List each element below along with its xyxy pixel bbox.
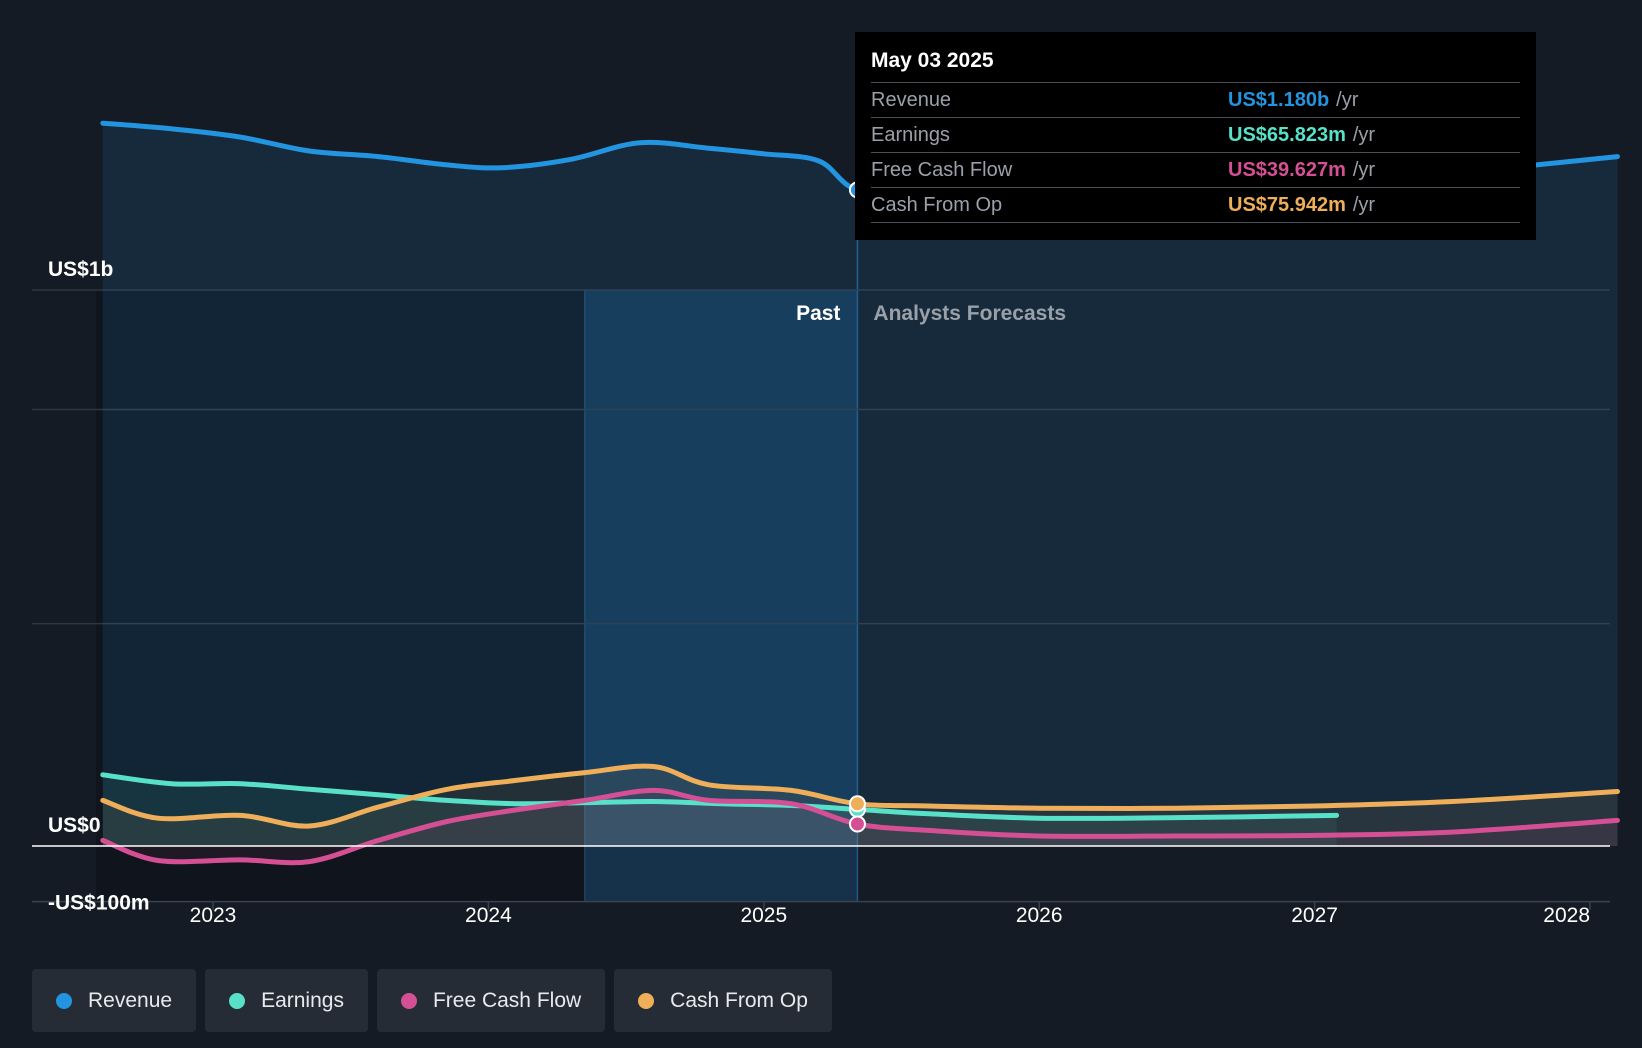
cash-from-op-line [100,763,1620,829]
earnings-area [102,774,1337,846]
free-cash-flow-line [100,787,1620,866]
axes: US$1b US$0 -US$100m 2023 2024 2025 2026 2027 202… [32,258,1610,927]
chart-regions [96,240,859,902]
y-axis-label: -US$100m [48,892,150,915]
tooltip-date: May 03 2025 [871,49,994,72]
legend-dot-icon [56,992,72,1009]
x-tick-label: 2028 [1543,904,1590,927]
legend-dot-icon [400,992,417,1009]
tooltip-row-unit: /yr [1352,123,1376,146]
chart-legend: Revenue Earnings Free Cash Flow Cash From O… [32,969,832,1032]
x-tick-label: 2027 [1291,904,1338,927]
legend-item-revenue[interactable]: Revenue [32,969,197,1032]
revenue-area [102,123,1618,846]
chart-canvas: US$1b US$0 -US$100m 2023 2024 2025 2026 2027 202… [32,120,1620,927]
gridlines [32,289,1610,625]
tooltip-row-value: US$1.180b [1228,88,1330,111]
tooltip-row-unit: /yr [1352,193,1376,216]
legend-label: Cash From Op [670,988,808,1012]
data-tooltip: May 03 2025 Revenue US$1.180b/yr Earnings U… [855,32,1536,240]
legend-label: Free Cash Flow [432,988,582,1012]
legend-item-cash-from-op[interactable]: Cash From Op [614,969,832,1032]
past-label: Past [796,302,840,325]
tooltip-row: Earnings US$65.823m/yr [871,117,1520,152]
past-region-early [96,290,585,902]
x-tick-label: 2025 [740,904,787,927]
legend-item-earnings[interactable]: Earnings [205,969,368,1032]
tooltip-row: Revenue US$1.180b/yr [871,82,1520,117]
x-tick-label: 2023 [190,904,237,927]
analysts-forecasts-label: Analysts Forecasts [873,302,1066,325]
y-axis-label: US$0 [48,814,101,837]
tooltip-row-label: Revenue [871,88,952,111]
y-axis-label: US$1b [48,258,113,281]
tooltip-row-unit: /yr [1352,158,1376,181]
legend-dot-icon [638,992,655,1009]
tooltip-row-value: US$65.823m [1228,123,1346,146]
legend-item-free-cash-flow[interactable]: Free Cash Flow [376,969,606,1032]
free-cash-flow-marker[interactable] [848,815,866,833]
legend-dot-icon [229,992,246,1009]
tooltip-row-value: US$39.627m [1228,158,1346,181]
legend-label: Earnings [261,988,344,1012]
tooltip-row: Free Cash Flow US$39.627m/yr [871,152,1520,187]
legend-label: Revenue [88,988,173,1012]
cash-from-op-marker[interactable] [848,795,866,813]
earnings-line [100,772,1340,821]
tooltip-row-label: Cash From Op [871,193,1003,216]
tooltip-row: Cash From Op US$75.942m/yr [871,187,1520,223]
x-tick-label: 2026 [1016,904,1063,927]
tooltip-row-value: US$75.942m [1228,193,1346,216]
tooltip-rows: Revenue US$1.180b/yr Earnings US$65.823m/yr… [871,82,1520,223]
tooltip-row-unit: /yr [1336,88,1359,111]
tooltip-row-label: Free Cash Flow [871,158,1013,181]
x-tick-label: 2024 [465,904,512,927]
tooltip-row-label: Earnings [871,123,950,146]
